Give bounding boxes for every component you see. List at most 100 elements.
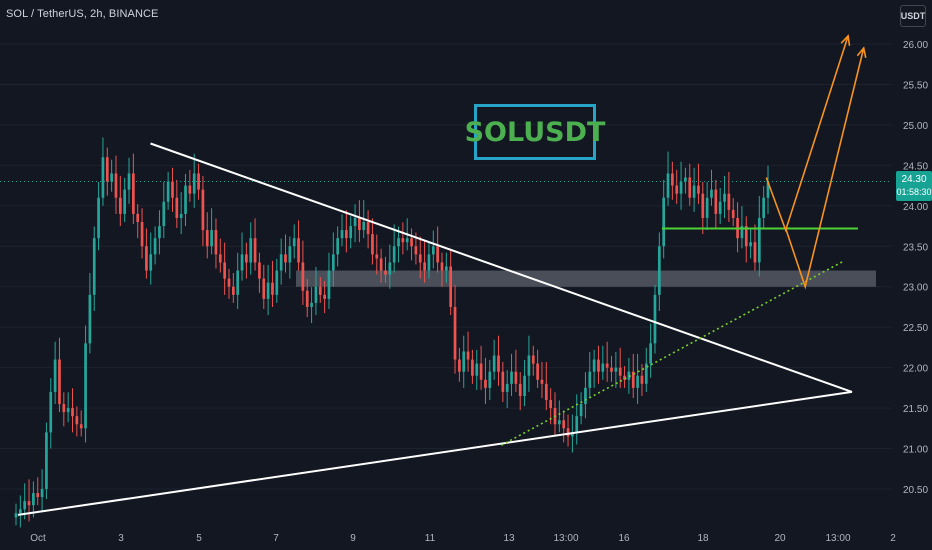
candle-body [488,371,492,388]
candle-body [384,270,387,275]
candle-body [418,254,422,263]
candle-body [236,270,240,295]
candle-body [471,359,474,376]
candle-body [401,238,405,243]
candle-body [110,173,113,182]
candle-body [579,404,583,417]
candle-body [27,501,31,506]
last-price-value: 24.30 [901,174,927,185]
candle-body [514,371,518,384]
candle-body [588,371,592,388]
candle-body [618,367,622,376]
candle-body [453,306,457,360]
candle-body [179,213,183,218]
candle-body [684,177,687,182]
candle-body [358,217,361,231]
candle-body [505,383,509,392]
y-tick-label: 24.00 [903,202,928,213]
candle-body [731,209,735,218]
candle-body [49,391,53,433]
candle-body [14,513,18,518]
candle-body [62,404,66,413]
candle-body [149,254,153,271]
candle-body [740,226,744,239]
candle-body [518,383,522,396]
candle-body [410,238,413,247]
triangle-lower-line[interactable] [17,390,853,516]
arrowhead-2 [856,46,867,58]
support-zone[interactable] [296,270,876,287]
candle-body [458,359,461,372]
candle-body [714,189,718,214]
candle-body [466,351,470,360]
candle-body [40,489,44,498]
candle-body [210,230,213,247]
candle-body [362,222,366,231]
candle-body [692,185,696,198]
candle-body [88,294,92,344]
triangle-upper-line[interactable] [150,142,853,393]
y-tick-label: 21.00 [903,445,928,456]
candle-body [92,238,96,295]
candle-body [640,375,644,384]
candle-body [662,197,666,247]
symbol-header: SOL / TetherUS, 2h, BINANCE [6,8,159,20]
candle-body [279,254,283,271]
candle-body [497,355,500,372]
candle-countdown: 01:58:30 [896,187,932,197]
candle-body [718,201,722,214]
candle-body [701,193,705,218]
candle-body [284,254,287,263]
candle-body [136,213,140,222]
candle-body [318,286,322,295]
candle-body [449,266,453,307]
currency-unit-button[interactable]: USDT [900,5,926,27]
y-tick-label: 24.50 [903,161,928,172]
candle-body [158,226,161,239]
candle-body [345,230,348,239]
candle-body [331,254,335,271]
candle-body [227,278,231,287]
projection-arrow-2[interactable] [784,47,865,290]
candle-body [336,238,340,255]
y-tick-label: 22.00 [903,364,928,375]
candle-body [197,173,200,190]
candle-body [262,278,266,299]
candle-body [484,379,487,388]
candle-body [549,400,553,409]
projection-arrow-1[interactable] [765,35,849,233]
candle-body [323,294,326,299]
candle-body [223,262,226,279]
x-tick-label: 13 [503,533,515,544]
candle-body [462,351,466,372]
candle-body [258,262,261,279]
candle-body [649,343,652,364]
candle-body [371,234,374,255]
candle-body [388,262,392,275]
candle-body [114,173,118,198]
candle-body [58,359,61,405]
candle-body [340,230,344,239]
candle-body [353,217,357,227]
candle-body [727,193,731,210]
y-tick-label: 25.00 [903,121,928,132]
candle-body [349,226,353,239]
candle-body [231,286,235,295]
last-price-badge: 24.30 01:58:30 [896,171,932,201]
x-tick-label: 2 [890,533,896,544]
candle-body [249,238,253,263]
x-tick-label: 20 [774,533,786,544]
candle-body [644,363,648,384]
candle-body [666,173,670,198]
candle-body [475,363,479,376]
candle-body [657,246,661,295]
candle-body [601,363,605,372]
candle-body [166,181,170,202]
candle-body [375,254,379,259]
candle-body [431,246,435,255]
candle-body [414,246,418,255]
candle-body [118,197,122,214]
candle-body [75,416,79,425]
